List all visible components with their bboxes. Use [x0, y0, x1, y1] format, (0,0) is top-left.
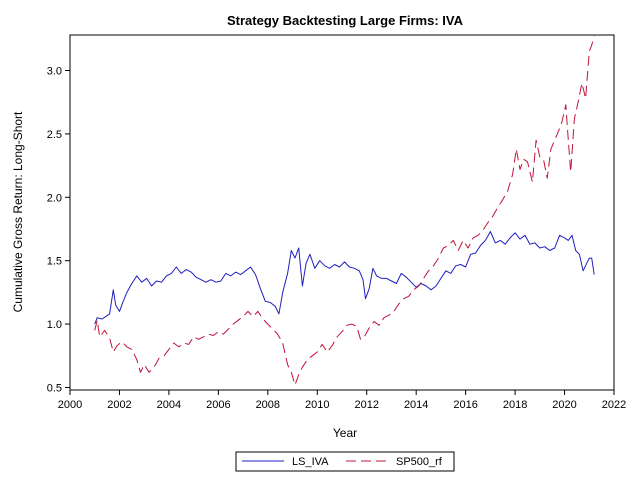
- y-tick-label: 1.5: [47, 256, 62, 268]
- y-tick-label: 1.0: [47, 319, 62, 331]
- legend-box: [235, 451, 455, 472]
- series-layer: [94, 36, 595, 386]
- x-tick-label: 2016: [453, 399, 477, 411]
- x-axis-title: Year: [333, 426, 357, 440]
- x-tick-label: 2022: [602, 399, 626, 411]
- series-line-ls-iva: [94, 231, 595, 325]
- legend-label-ls-iva: LS_IVA: [292, 456, 329, 468]
- y-tick-label: 0.5: [47, 382, 62, 394]
- plot-area-frame: [69, 34, 615, 391]
- series-line-sp500-rf: [94, 36, 595, 386]
- x-tick-label: 2012: [354, 399, 378, 411]
- x-tick-label: 2010: [305, 399, 329, 411]
- y-tick-label: 2.0: [47, 192, 62, 204]
- legend: LS_IVA SP500_rf: [235, 451, 455, 472]
- x-tick-label: 2004: [157, 399, 181, 411]
- chart-title: Strategy Backtesting Large Firms: IVA: [227, 13, 464, 28]
- x-tick-label: 2000: [58, 399, 82, 411]
- y-tick-label: 3.0: [47, 66, 62, 78]
- y-axis-title: Cumulative Gross Return: Long-Short: [11, 111, 25, 312]
- y-axis: 0.5 1.0 1.5 2.0 2.5 3.0: [47, 66, 70, 394]
- x-tick-label: 2020: [552, 399, 576, 411]
- x-axis: 2000 2002 2004 2006 2008 2010 2012 2014 2016 2018…: [58, 390, 626, 411]
- x-tick-label: 2014: [404, 399, 428, 411]
- x-tick-label: 2018: [503, 399, 527, 411]
- x-tick-label: 2002: [107, 399, 131, 411]
- x-tick-label: 2008: [256, 399, 280, 411]
- legend-label-sp500-rf: SP500_rf: [396, 456, 443, 468]
- y-tick-label: 2.5: [47, 129, 62, 141]
- x-tick-label: 2006: [206, 399, 230, 411]
